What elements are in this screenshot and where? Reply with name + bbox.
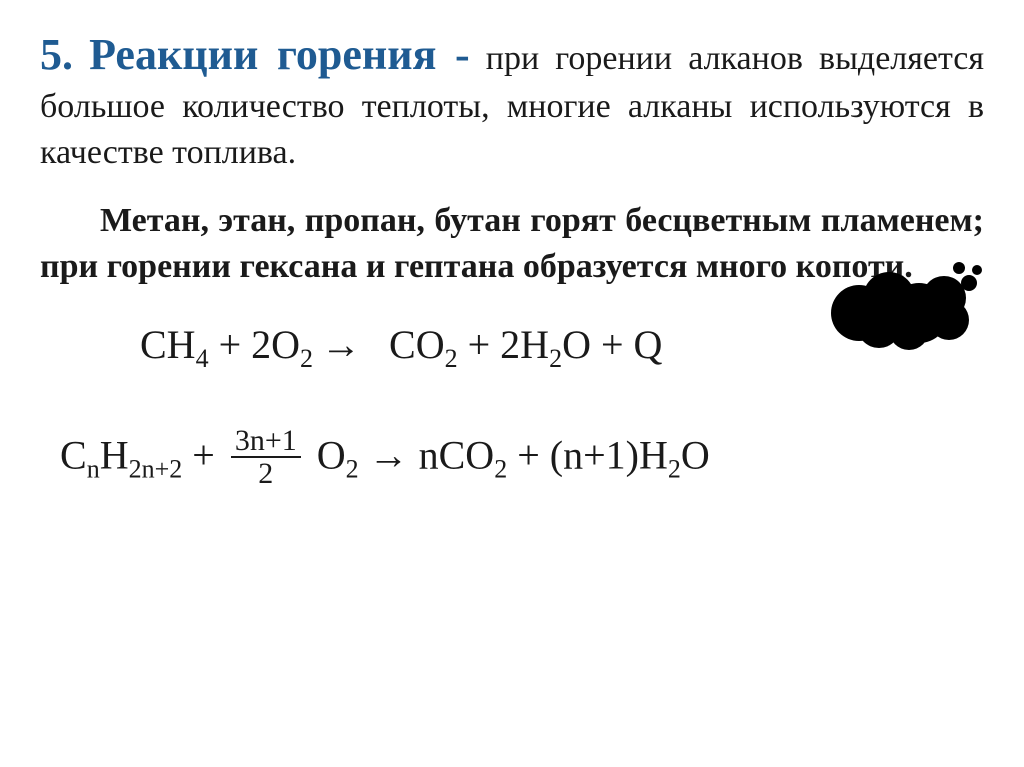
eq1-lhs-sub2: 2 — [300, 344, 313, 373]
eq1-rhs-coef2: 2 — [500, 322, 520, 367]
eq1-rhs-species1: CO — [389, 322, 445, 367]
eq2-fraction: 3n+12 — [225, 425, 307, 490]
eq2-rhs-coef2: (n+1) — [550, 433, 639, 478]
heading-number: 5. — [40, 30, 73, 79]
eq1-plus3: + — [591, 322, 634, 367]
eq2-plus1: + — [182, 433, 225, 478]
eq1-rhs-sub1: 2 — [445, 344, 458, 373]
eq1-lhs-species1: CH — [140, 322, 196, 367]
eq1-plus1: + — [209, 322, 252, 367]
eq1-rhs-species2b: O — [562, 322, 591, 367]
slide-content: 5. Реакции горения - при горении алканов… — [0, 0, 1024, 512]
heading-paragraph: 5. Реакции горения - при горении алканов… — [40, 25, 984, 176]
eq2-frac-bot: 2 — [231, 458, 301, 490]
soot-icon — [819, 258, 989, 367]
eq2-plus2: + — [507, 433, 550, 478]
eq2-lhs-sub2: 2 — [346, 455, 359, 484]
eq2-frac-top: 3n+1 — [231, 425, 301, 459]
equation-2: CnH2n+2 + 3n+12 O2 → nCO2 + (n+1)H2O — [40, 427, 984, 492]
eq2-rhs-sub2a: 2 — [668, 455, 681, 484]
eq2-lhs-species1b: H — [100, 433, 129, 478]
heading-title: Реакции горения - — [89, 30, 470, 79]
eq1-rhs-species2: H — [520, 322, 549, 367]
eq1-arrow: → — [313, 318, 369, 372]
eq2-rhs-species1: CO — [439, 433, 495, 478]
eq2-lhs-sub1b: 2n+2 — [129, 455, 183, 484]
eq2-rhs-species2a: H — [639, 433, 668, 478]
equations-block: CH4 + 2O2→ CO2 + 2H2O + Q — [40, 318, 984, 492]
eq2-lhs-sub1a: n — [87, 455, 100, 484]
eq2-arrow: → — [359, 433, 419, 478]
equation-1: CH4 + 2O2→ CO2 + 2H2O + Q — [40, 318, 984, 372]
eq2-lhs-species1a: C — [60, 433, 87, 478]
eq2-lhs-species2: O — [307, 433, 346, 478]
eq1-lhs-species2: O — [271, 322, 300, 367]
eq1-rhs-q: Q — [634, 322, 663, 367]
eq2-rhs-sub1: 2 — [494, 455, 507, 484]
eq2-rhs-coef1: n — [419, 433, 439, 478]
eq1-lhs-sub1: 4 — [196, 344, 209, 373]
eq1-plus2: + — [458, 322, 501, 367]
eq1-rhs-sub2: 2 — [549, 344, 562, 373]
eq2-rhs-species2b: O — [681, 433, 710, 478]
eq1-lhs-coef2: 2 — [251, 322, 271, 367]
